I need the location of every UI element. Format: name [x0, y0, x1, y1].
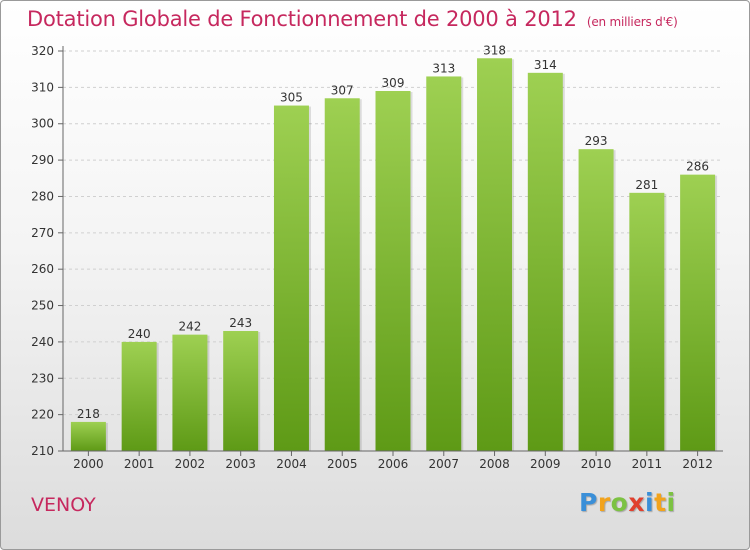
x-tick-label-2011: 2011 [632, 457, 663, 471]
logo-letter: x [628, 488, 645, 517]
x-tick-label-2010: 2010 [581, 457, 612, 471]
x-tick-label-2001: 2001 [124, 457, 155, 471]
x-tick-label-2004: 2004 [276, 457, 307, 471]
y-tick-label: 240 [31, 335, 54, 349]
logo-letter: i [645, 488, 655, 517]
bar-2008 [477, 58, 513, 451]
logo-letter: r [597, 488, 611, 517]
chart-title: Dotation Globale de Fonctionnement de 20… [27, 7, 678, 31]
value-label-2011: 281 [635, 178, 658, 192]
bar-2010 [578, 149, 614, 451]
bar-2012 [680, 174, 716, 452]
y-tick-label: 230 [31, 371, 54, 385]
x-tick-label-2003: 2003 [225, 457, 256, 471]
value-label-2005: 307 [331, 83, 354, 97]
y-tick-label: 270 [31, 226, 54, 240]
x-tick-label-2000: 2000 [73, 457, 104, 471]
x-tick-label-2009: 2009 [530, 457, 561, 471]
y-tick-label: 260 [31, 262, 54, 276]
x-tick-label-2006: 2006 [378, 457, 409, 471]
value-label-2000: 218 [77, 407, 100, 421]
x-tick-label-2007: 2007 [428, 457, 459, 471]
chart-unit: (en milliers d'€) [586, 15, 678, 29]
value-label-2006: 309 [382, 76, 405, 90]
logo-letter: o [610, 488, 629, 517]
logo-letter: i [666, 488, 676, 517]
value-label-2012: 286 [686, 160, 709, 174]
x-tick-label-2012: 2012 [682, 457, 713, 471]
bar-2004 [273, 105, 309, 451]
value-label-2002: 242 [178, 320, 201, 334]
city-name: VENOY [31, 494, 96, 516]
logo-letter: P [579, 488, 598, 517]
value-label-2008: 318 [483, 43, 506, 57]
x-tick-label-2008: 2008 [479, 457, 510, 471]
value-label-2001: 240 [128, 327, 151, 341]
bar-2007 [426, 76, 462, 452]
value-label-2007: 313 [432, 61, 455, 75]
bar-2002 [172, 334, 208, 451]
bar-2006 [375, 91, 411, 451]
value-label-2010: 293 [585, 134, 608, 148]
axes: 210 220 230 240 250 260 270 280 290 300 310 320 2000… [31, 44, 723, 471]
logo-letter: t [654, 488, 667, 517]
proxiti-logo: Proxiti [579, 488, 676, 517]
y-tick-label: 250 [31, 299, 54, 313]
bar-2001 [121, 341, 157, 451]
value-label-2009: 314 [534, 58, 557, 72]
x-tick-label-2002: 2002 [175, 457, 206, 471]
bar-2011 [629, 192, 665, 451]
y-tick-label: 310 [31, 80, 54, 94]
y-tick-label: 320 [31, 44, 54, 58]
bars: 218 240 242 243 305 307 309 313 318 314 293 281 286 [70, 43, 718, 452]
bar-2003 [223, 331, 259, 451]
value-label-2003: 243 [229, 316, 252, 330]
x-tick-label-2005: 2005 [327, 457, 358, 471]
bar-2005 [324, 98, 360, 451]
y-tick-label: 290 [31, 153, 54, 167]
y-tick-label: 280 [31, 189, 54, 203]
bar-2009 [527, 72, 563, 452]
value-label-2004: 305 [280, 91, 303, 105]
y-tick-label: 300 [31, 117, 54, 131]
y-tick-label: 210 [31, 444, 54, 458]
bar-2000 [70, 421, 106, 451]
chart-title-text: Dotation Globale de Fonctionnement de 20… [27, 7, 577, 31]
y-tick-label: 220 [31, 408, 54, 422]
